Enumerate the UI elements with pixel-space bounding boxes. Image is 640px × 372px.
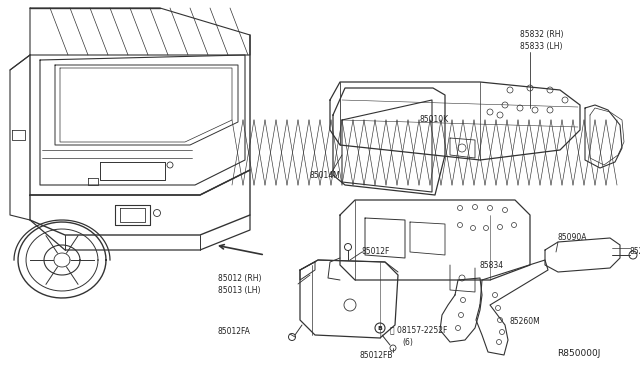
- Text: B: B: [378, 326, 383, 330]
- Text: 85833 (LH): 85833 (LH): [520, 42, 563, 51]
- Text: 85014M: 85014M: [310, 170, 340, 180]
- Text: 85260M: 85260M: [510, 317, 541, 327]
- Text: 85012FA: 85012FA: [218, 327, 251, 337]
- Text: 85012FB: 85012FB: [360, 350, 394, 359]
- Text: 85010K: 85010K: [420, 115, 449, 125]
- Text: 85090A: 85090A: [558, 234, 588, 243]
- Text: 85012F: 85012F: [362, 247, 390, 257]
- Text: 85832 (RH): 85832 (RH): [520, 30, 563, 39]
- Text: Ⓑ 08157-2252F: Ⓑ 08157-2252F: [390, 326, 447, 334]
- Text: 85012 (RH): 85012 (RH): [218, 273, 262, 282]
- Text: 85834: 85834: [480, 260, 504, 269]
- Text: 85206G: 85206G: [630, 247, 640, 257]
- Text: 85013 (LH): 85013 (LH): [218, 285, 260, 295]
- Text: R850000J: R850000J: [557, 349, 600, 358]
- Text: (6): (6): [402, 337, 413, 346]
